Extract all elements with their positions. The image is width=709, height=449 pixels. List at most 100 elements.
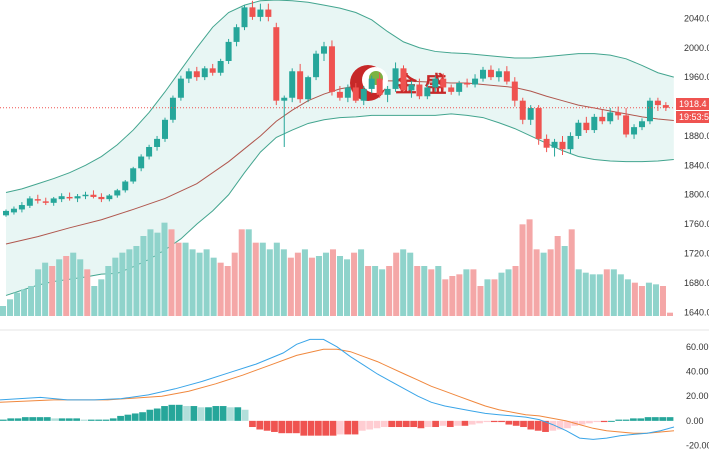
candle-body — [177, 78, 184, 98]
candle-body — [607, 112, 614, 122]
volume-bar — [589, 274, 596, 316]
macd-histogram-bar — [51, 418, 59, 421]
candle-body — [217, 61, 224, 73]
macd-histogram-bar — [578, 420, 586, 425]
volume-bar — [617, 274, 624, 316]
candle-body — [42, 201, 49, 203]
candle-body — [3, 210, 9, 216]
macd-histogram-bar — [102, 419, 110, 421]
bollinger-upper-line — [5, 0, 674, 194]
macd-histogram-bar — [271, 420, 278, 432]
volume-bar — [386, 266, 393, 316]
volume-bar — [196, 252, 203, 316]
last-price-tag — [676, 98, 709, 110]
macd-histogram-bar — [73, 418, 80, 421]
countdown-tag — [676, 111, 709, 123]
candle-body — [440, 78, 447, 88]
candle-body — [328, 46, 335, 92]
volume-bar — [526, 219, 533, 316]
price-tick-label: 2000.00 — [684, 43, 709, 53]
macd-histogram-bar — [322, 420, 330, 436]
price-tick-label: 1640.00 — [684, 307, 709, 317]
candle-body — [352, 87, 359, 101]
volume-bar — [561, 246, 568, 316]
macd-histogram-bar — [366, 420, 374, 430]
volume-bar — [315, 256, 322, 316]
volume-bar — [133, 246, 140, 316]
volume-bar — [498, 272, 505, 316]
macd-histogram-bar — [329, 420, 337, 436]
macd-histogram-bar — [520, 420, 527, 428]
macd-histogram-bar — [564, 420, 571, 429]
macd-histogram-bar — [307, 420, 315, 436]
macd-histogram-bar — [380, 420, 388, 428]
volume-bar — [372, 266, 379, 316]
volume-bar — [645, 282, 652, 316]
candle-body — [193, 71, 200, 78]
macd-histogram-bar — [315, 420, 322, 436]
volume-bar — [365, 266, 372, 316]
volume-bar — [491, 279, 498, 316]
macd-histogram-bar — [534, 420, 542, 431]
macd-histogram-bar — [29, 417, 37, 421]
macd-histogram-bar — [593, 420, 601, 423]
macd-histogram-bar — [483, 420, 491, 423]
macd-histogram-bar — [446, 420, 454, 428]
macd-histogram-bar — [490, 420, 498, 423]
candle-body — [289, 71, 296, 98]
macd-tick-label: 60.00 — [686, 342, 709, 352]
macd-histogram-bar — [337, 420, 344, 435]
macd-histogram-bar — [183, 406, 190, 421]
volume-bar — [280, 249, 287, 316]
macd-histogram-bar — [505, 420, 513, 425]
candle-body — [559, 141, 566, 150]
volume-bar — [140, 236, 147, 316]
volume-bar — [603, 269, 610, 316]
macd-histogram-bar — [95, 419, 102, 421]
macd-histogram-bar — [285, 420, 293, 434]
macd-histogram-bar — [659, 417, 667, 421]
volume-bar — [519, 224, 526, 316]
volume-bar — [70, 252, 77, 316]
macd-histogram-bar — [87, 419, 95, 421]
volume-bar — [470, 269, 477, 316]
macd-histogram-bar — [630, 418, 637, 421]
volume-bar — [259, 242, 266, 316]
volume-bar — [568, 229, 575, 316]
volume-bar — [245, 229, 252, 316]
volume-bar — [28, 286, 35, 316]
volume-bar — [666, 312, 673, 316]
candle-body — [480, 69, 486, 79]
macd-histogram-bar — [432, 420, 439, 428]
candle-body — [519, 100, 526, 120]
candle-body — [154, 138, 161, 147]
volume-bar — [98, 279, 105, 316]
macd-histogram-bar — [124, 414, 132, 421]
macd-histogram-bar — [600, 420, 608, 423]
macd-histogram-bar — [139, 412, 146, 421]
volume-bar — [7, 299, 14, 316]
volume-bar — [547, 249, 554, 316]
volume-bar — [63, 256, 70, 316]
volume-bar — [77, 259, 84, 316]
last-price-label: 1918.4 — [679, 99, 707, 109]
macd-histogram-bar — [439, 420, 447, 426]
candle-body — [360, 88, 367, 101]
volume-bars — [0, 219, 673, 316]
volume-bar — [435, 266, 442, 316]
candle-body — [50, 198, 57, 203]
macd-signal-line — [0, 348, 675, 434]
macd-histogram-bar — [402, 420, 410, 428]
volume-bar — [21, 289, 28, 316]
volume-bar — [301, 249, 308, 316]
macd-histogram-bar — [80, 419, 88, 421]
macd-histogram-bar — [512, 420, 520, 426]
macd-histogram-bar — [58, 418, 66, 421]
candle-body — [241, 7, 248, 28]
volume-bar — [308, 257, 315, 316]
macd-histogram-bar — [168, 404, 176, 421]
candle-body — [591, 116, 598, 131]
volume-bar — [175, 242, 182, 316]
macd-histogram-bar — [205, 407, 212, 421]
